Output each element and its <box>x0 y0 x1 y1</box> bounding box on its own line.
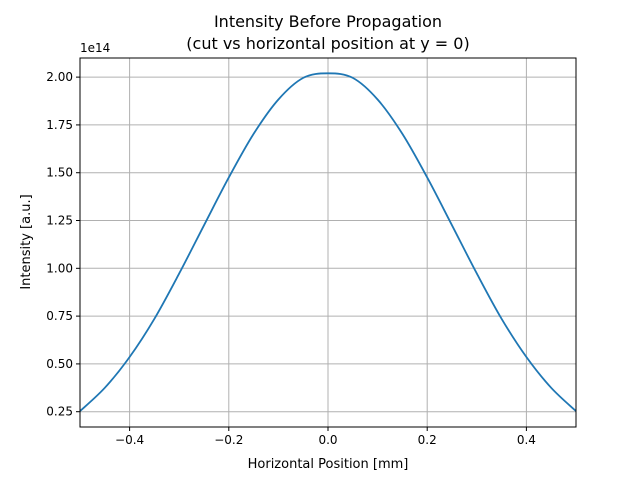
y-tick-label: 1.50 <box>46 166 73 180</box>
x-tick-label: 0.2 <box>418 433 437 447</box>
y-tick-label: 2.00 <box>46 70 73 84</box>
y-axis-label: Intensity [a.u.] <box>19 194 34 289</box>
y-tick-label: 0.75 <box>46 309 73 323</box>
x-axis-label: Horizontal Position [mm] <box>248 457 409 472</box>
x-tick-label: 0.4 <box>517 433 536 447</box>
y-axis-ticks: 0.25 0.50 0.75 1.00 1.25 1.50 1.75 2.00 <box>46 70 80 419</box>
series-line <box>79 72 577 412</box>
y-tick-label: 0.50 <box>46 357 73 371</box>
x-tick-label: −0.4 <box>115 433 144 447</box>
x-axis-ticks: −0.4 −0.2 0.0 0.2 0.4 <box>115 427 536 447</box>
x-tick-label: −0.2 <box>214 433 243 447</box>
chart-subtitle: (cut vs horizontal position at y = 0) <box>186 34 469 53</box>
series-group <box>79 72 577 412</box>
y-tick-label: 1.00 <box>46 261 73 275</box>
y-offset-label: 1e14 <box>80 41 110 55</box>
y-tick-label: 0.25 <box>46 405 73 419</box>
grid <box>80 58 576 427</box>
y-tick-label: 1.75 <box>46 118 73 132</box>
y-tick-label: 1.25 <box>46 214 73 228</box>
x-tick-label: 0.0 <box>318 433 337 447</box>
chart-title: Intensity Before Propagation <box>214 12 442 31</box>
